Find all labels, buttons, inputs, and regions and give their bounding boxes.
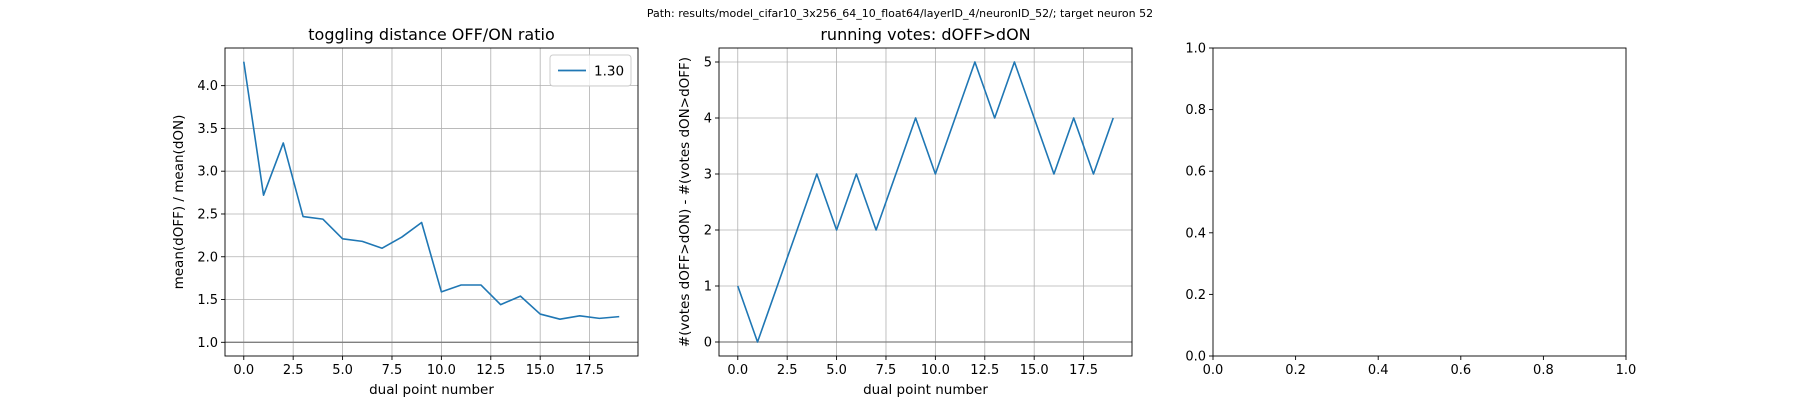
y-tick-label: 0.4 (1185, 226, 1206, 241)
x-tick-label: 0.4 (1368, 363, 1389, 378)
legend-box (549, 54, 632, 87)
x-tick-label: 0.6 (1450, 363, 1471, 378)
y-tick-label: 0.6 (1185, 165, 1206, 180)
y-tick-label: 1.0 (1185, 42, 1206, 57)
x-tick-label: 17.5 (575, 363, 604, 378)
figure-suptitle: Path: results/model_cifar10_3x256_64_10_… (646, 7, 1154, 20)
x-tick-label: 17.5 (1069, 363, 1098, 378)
x-tick-label: 2.5 (283, 363, 304, 378)
x-tick-label: 0.2 (1285, 363, 1306, 378)
y-axis-label: mean(dOFF) / mean(dON) (171, 115, 187, 290)
subplot-2: 0.0 2.5 5.0 7.5 10.0 12.5 15.0 17.5 0 1 2 3 4 5 runnin… (677, 25, 1133, 398)
y-tick-label: 1.0 (197, 336, 218, 351)
x-tick-label: 1.0 (1616, 363, 1637, 378)
y-tick-label: 4 (704, 112, 712, 127)
x-tick-label: 7.5 (382, 363, 403, 378)
subplot-1: 0.0 2.5 5.0 7.5 10.0 12.5 15.0 17.5 1.0 1.5 2.0 2.5… (171, 25, 639, 398)
axes-frame (1212, 47, 1627, 357)
x-tick-label: 15.0 (526, 363, 555, 378)
series-line (737, 61, 1114, 343)
y-tick-label: 0.8 (1185, 103, 1206, 118)
legend-label: 1.30 (594, 64, 624, 80)
y-tick-label: 0 (704, 336, 712, 351)
y-tick-label: 2 (704, 224, 712, 239)
y-tick-label: 3.0 (197, 165, 218, 180)
x-axis-label: dual point number (369, 382, 494, 398)
x-tick-label: 0.0 (1203, 363, 1224, 378)
y-tick-label: 0.0 (1185, 350, 1206, 365)
x-axis-label: dual point number (863, 382, 988, 398)
x-tick-label: 0.0 (233, 363, 254, 378)
chart-title: running votes: dOFF>dON (820, 25, 1030, 44)
x-tick-label: 5.0 (332, 363, 353, 378)
y-tick-label: 4.0 (197, 79, 218, 94)
y-tick-label: 3 (704, 168, 712, 183)
axes-frame (224, 47, 639, 357)
x-tick-label: 12.5 (970, 363, 999, 378)
legend: 1.30 (549, 54, 632, 87)
series-line (242, 61, 620, 321)
x-tick-label: 10.0 (921, 363, 950, 378)
y-tick-label: 1 (704, 280, 712, 295)
x-tick-label: 12.5 (476, 363, 505, 378)
x-tick-label: 0.0 (727, 363, 748, 378)
chart-title: toggling distance OFF/ON ratio (308, 25, 554, 44)
axes-frame (718, 47, 1133, 357)
x-tick-label: 0.8 (1533, 363, 1554, 378)
y-axis-label: #(votes dOFF>dON) - #(votes dON>dOFF) (677, 57, 693, 347)
y-tick-label: 2.5 (197, 207, 218, 222)
y-tick-label: 5 (704, 56, 712, 71)
x-tick-label: 7.5 (876, 363, 897, 378)
y-tick-label: 3.5 (197, 122, 218, 137)
x-tick-label: 10.0 (427, 363, 456, 378)
y-tick-label: 0.2 (1185, 288, 1206, 303)
x-tick-label: 2.5 (777, 363, 798, 378)
y-tick-label: 2.0 (197, 250, 218, 265)
x-tick-label: 15.0 (1020, 363, 1049, 378)
y-tick-label: 1.5 (197, 293, 218, 308)
x-tick-label: 5.0 (826, 363, 847, 378)
subplot-3: 0.0 0.2 0.4 0.6 0.8 1.0 0.0 0.2 0.4 0.6 0.8 1.0 (1185, 42, 1636, 379)
